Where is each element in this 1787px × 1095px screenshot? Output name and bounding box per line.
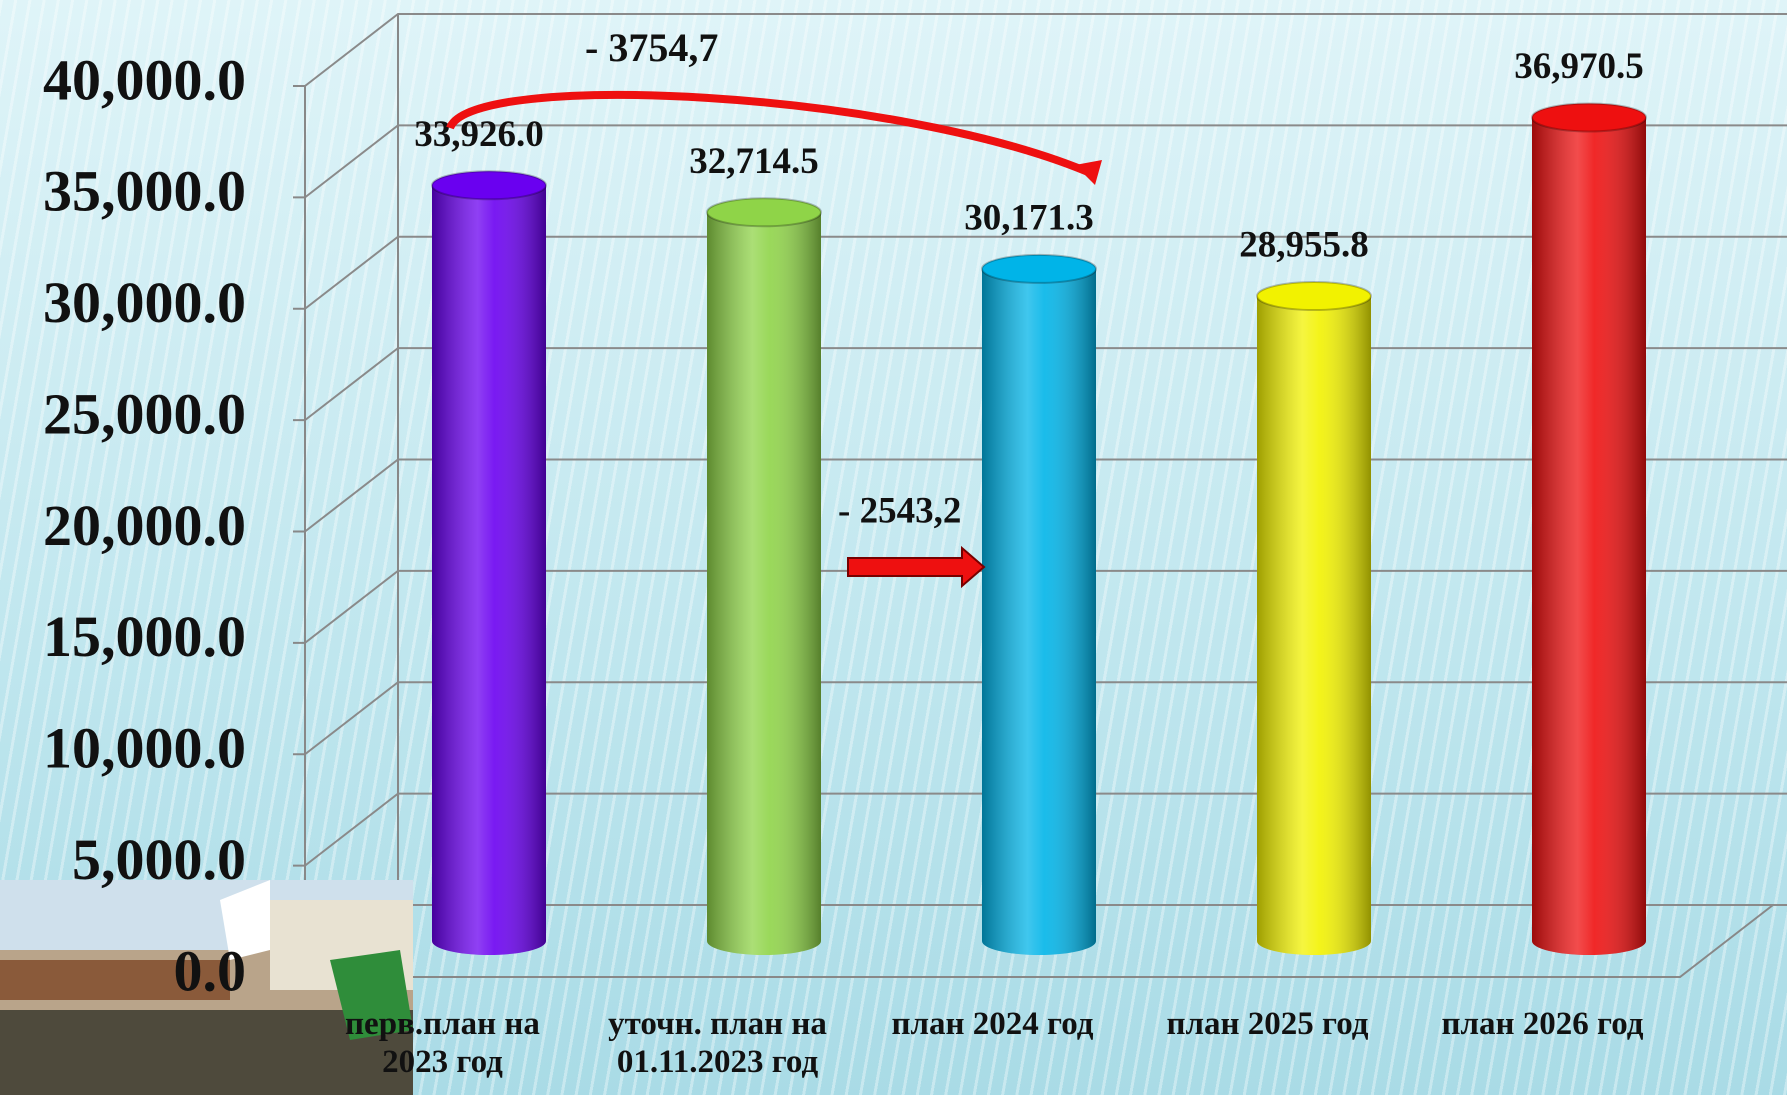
photo <box>0 880 413 1095</box>
bar-top <box>431 170 547 201</box>
x-tick-label: уточн. план на 01.11.2023 год <box>608 1006 827 1080</box>
x-tick-label: план 2026 год <box>1441 1006 1644 1042</box>
value-label: 30,171.3 <box>964 197 1094 238</box>
bar <box>1531 102 1647 955</box>
y-tick-label: 40,000.0 <box>43 47 246 112</box>
annotation-arc <box>446 90 1097 179</box>
grid-line <box>304 235 1787 310</box>
y-tick-label: 35,000.0 <box>43 159 246 224</box>
y-tick-label: 30,000.0 <box>43 270 246 335</box>
grid-line <box>304 124 1787 199</box>
y-tick-label: 5,000.0 <box>72 827 246 892</box>
y-tick-label: 15,000.0 <box>43 604 246 669</box>
value-label: 28,955.8 <box>1239 224 1369 265</box>
bar-shade <box>982 268 1096 955</box>
bar-top <box>1531 102 1647 133</box>
floor <box>305 904 1774 978</box>
bar-top <box>981 253 1097 284</box>
y-tick-label: 10,000.0 <box>43 716 246 781</box>
value-label: 36,970.5 <box>1514 46 1644 87</box>
bar-shade <box>707 212 821 955</box>
x-tick-label: перв.план на 2023 год <box>345 1006 540 1080</box>
bar-top <box>1256 281 1372 312</box>
x-tick-label: план 2024 год <box>891 1006 1094 1042</box>
bar-shade <box>1257 296 1371 956</box>
grid-line <box>304 13 1787 87</box>
value-label: 33,926.0 <box>414 114 544 155</box>
bar-shade <box>432 185 546 955</box>
bar-top <box>706 197 822 228</box>
annotation-arrowhead <box>1075 160 1102 185</box>
y-tick-label: 0.0 <box>174 938 247 1003</box>
bar <box>431 170 547 955</box>
value-label: 32,714.5 <box>689 141 819 182</box>
annotation: - 2543,2 <box>838 490 961 531</box>
annotation-arrow <box>847 545 986 589</box>
bar-shade <box>1532 117 1646 955</box>
y-tick-label: 20,000.0 <box>43 493 246 558</box>
annotation: - 3754,7 <box>585 25 718 70</box>
bar <box>981 253 1097 955</box>
bar <box>706 197 822 955</box>
bar <box>1256 281 1372 956</box>
x-tick-label: план 2025 год <box>1166 1006 1369 1042</box>
y-tick-label: 25,000.0 <box>43 381 246 446</box>
